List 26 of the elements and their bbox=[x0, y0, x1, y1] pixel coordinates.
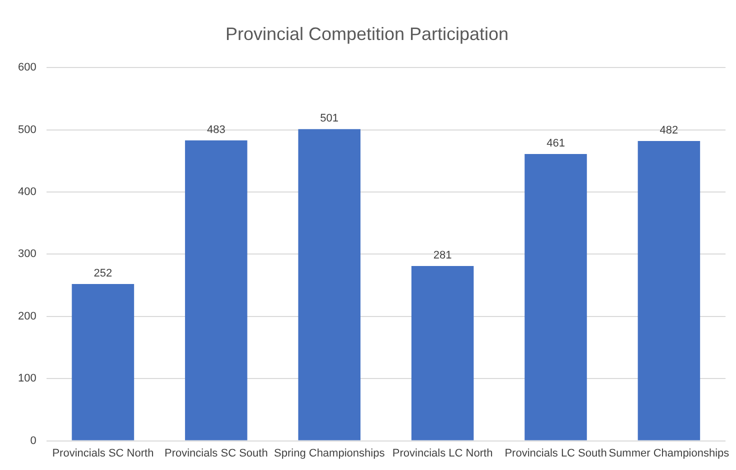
y-tick-label: 500 bbox=[18, 124, 36, 136]
x-tick-label: Provincials LC South bbox=[504, 447, 607, 460]
bar bbox=[524, 154, 587, 440]
data-label: 461 bbox=[546, 138, 565, 150]
chart-title: Provincial Competition Participation bbox=[225, 24, 509, 44]
bar bbox=[638, 140, 700, 440]
x-tick-label: Summer Championships bbox=[608, 447, 730, 460]
y-tick-label: 600 bbox=[18, 62, 36, 74]
data-label: 252 bbox=[94, 268, 112, 280]
y-tick-label: 100 bbox=[18, 372, 36, 385]
y-tick-label: 0 bbox=[30, 434, 36, 447]
x-tick-label: Provincials SC South bbox=[164, 447, 268, 460]
data-label: 482 bbox=[660, 124, 678, 137]
x-tick-label: Provincials LC North bbox=[392, 447, 493, 460]
bar bbox=[411, 266, 474, 440]
data-label: 483 bbox=[206, 124, 226, 136]
data-label: 501 bbox=[320, 112, 339, 125]
y-tick-label: 400 bbox=[18, 186, 36, 198]
bar bbox=[72, 284, 134, 440]
bar bbox=[298, 129, 360, 440]
data-label: 281 bbox=[433, 250, 452, 262]
x-tick-label: Spring Championships bbox=[274, 447, 386, 460]
x-tick-label: Provincials SC North bbox=[52, 447, 154, 460]
y-tick-label: 200 bbox=[18, 310, 36, 322]
y-tick-label: 300 bbox=[18, 248, 36, 260]
bar bbox=[185, 140, 248, 440]
